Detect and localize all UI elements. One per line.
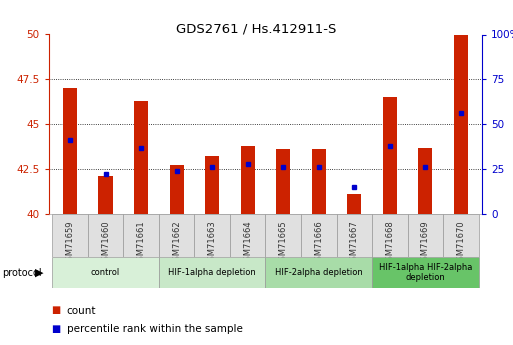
Bar	[418, 148, 432, 214]
Bar	[454, 34, 468, 214]
Bar	[123, 214, 159, 257]
Text: GSM71670: GSM71670	[457, 220, 465, 266]
Text: protocol: protocol	[3, 268, 42, 277]
Bar	[266, 257, 372, 288]
Bar	[276, 149, 290, 214]
Bar	[52, 214, 88, 257]
Bar	[301, 214, 337, 257]
Text: GSM71669: GSM71669	[421, 220, 430, 266]
Bar	[372, 214, 408, 257]
Bar	[230, 214, 266, 257]
Text: control: control	[91, 268, 120, 277]
Bar	[98, 176, 113, 214]
Bar	[63, 88, 77, 214]
Text: count: count	[67, 306, 96, 315]
Text: GSM71665: GSM71665	[279, 220, 288, 266]
Text: HIF-2alpha depletion: HIF-2alpha depletion	[275, 268, 363, 277]
Bar	[159, 214, 194, 257]
Text: GSM71661: GSM71661	[136, 220, 146, 266]
Bar	[372, 257, 479, 288]
Bar	[88, 214, 123, 257]
Bar	[194, 214, 230, 257]
Text: GSM71667: GSM71667	[350, 220, 359, 266]
Bar	[159, 257, 266, 288]
Bar	[337, 214, 372, 257]
Bar	[312, 149, 326, 214]
Text: GDS2761 / Hs.412911-S: GDS2761 / Hs.412911-S	[176, 22, 337, 36]
Bar	[347, 194, 362, 214]
Text: ▶: ▶	[35, 268, 44, 277]
Bar	[52, 257, 159, 288]
Text: percentile rank within the sample: percentile rank within the sample	[67, 325, 243, 334]
Bar	[169, 166, 184, 214]
Text: GSM71664: GSM71664	[243, 220, 252, 266]
Bar	[205, 157, 219, 214]
Text: HIF-1alpha depletion: HIF-1alpha depletion	[168, 268, 256, 277]
Text: GSM71660: GSM71660	[101, 220, 110, 266]
Text: ■: ■	[51, 325, 61, 334]
Text: GSM71668: GSM71668	[385, 220, 394, 266]
Bar	[241, 146, 255, 214]
Text: GSM71662: GSM71662	[172, 220, 181, 266]
Text: GSM71659: GSM71659	[66, 220, 74, 266]
Bar	[383, 97, 397, 214]
Text: GSM71666: GSM71666	[314, 220, 323, 266]
Bar	[408, 214, 443, 257]
Text: ■: ■	[51, 306, 61, 315]
Bar	[443, 214, 479, 257]
Text: HIF-1alpha HIF-2alpha
depletion: HIF-1alpha HIF-2alpha depletion	[379, 263, 472, 282]
Text: GSM71663: GSM71663	[208, 220, 216, 266]
Bar	[134, 101, 148, 214]
Bar	[266, 214, 301, 257]
